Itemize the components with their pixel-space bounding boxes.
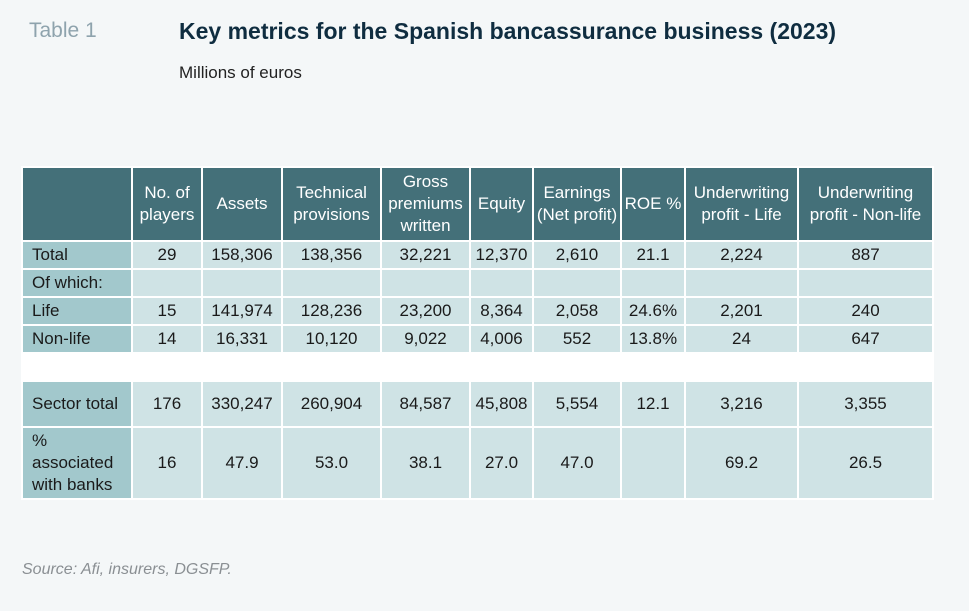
table-cell: 12.1 xyxy=(622,382,684,426)
units-subtitle: Millions of euros xyxy=(179,63,302,82)
table-cell: 23,200 xyxy=(382,298,469,324)
table-cell xyxy=(686,270,797,296)
table-cell: 84,587 xyxy=(382,382,469,426)
page-title: Key metrics for the Spanish bancassuranc… xyxy=(179,18,837,44)
table-cell xyxy=(203,270,281,296)
metrics-table: No. of players Assets Technical provisio… xyxy=(21,166,934,500)
table-cell: 14 xyxy=(133,326,201,352)
table-cell: 47.9 xyxy=(203,428,281,498)
column-header-equity: Equity xyxy=(471,168,532,240)
table-cell: 176 xyxy=(133,382,201,426)
table-cell: 16 xyxy=(133,428,201,498)
table-cell: 9,022 xyxy=(382,326,469,352)
table-cell: 53.0 xyxy=(283,428,380,498)
column-header-corner xyxy=(23,168,131,240)
table-cell: 2,201 xyxy=(686,298,797,324)
source-note: Source: Afi, insurers, DGSFP. xyxy=(22,561,232,578)
table-cell: 13.8% xyxy=(622,326,684,352)
column-header-assets: Assets xyxy=(203,168,281,240)
table-cell xyxy=(382,270,469,296)
table-cell: 240 xyxy=(799,298,932,324)
table-cell: 3,216 xyxy=(686,382,797,426)
table-row-non-life: Non-life 14 16,331 10,120 9,022 4,006 55… xyxy=(23,326,932,352)
table-cell: 128,236 xyxy=(283,298,380,324)
spacer-cell xyxy=(23,354,932,380)
table-row-of-which: Of which: xyxy=(23,270,932,296)
table-cell: 29 xyxy=(133,242,201,268)
column-header-roe: ROE % xyxy=(622,168,684,240)
table-cell: 10,120 xyxy=(283,326,380,352)
row-label: Non-life xyxy=(23,326,131,352)
table-cell: 69.2 xyxy=(686,428,797,498)
table-cell: 24.6% xyxy=(622,298,684,324)
table-cell: 32,221 xyxy=(382,242,469,268)
table-cell xyxy=(622,428,684,498)
row-label: Life xyxy=(23,298,131,324)
table-header-row: No. of players Assets Technical provisio… xyxy=(23,168,932,240)
table-cell: 552 xyxy=(534,326,620,352)
table-cell: 16,331 xyxy=(203,326,281,352)
table-cell xyxy=(133,270,201,296)
table-row-sector-total: Sector total 176 330,247 260,904 84,587 … xyxy=(23,382,932,426)
table-cell xyxy=(534,270,620,296)
table-cell: 2,610 xyxy=(534,242,620,268)
table-cell: 15 xyxy=(133,298,201,324)
table-cell: 138,356 xyxy=(283,242,380,268)
table-cell: 21.1 xyxy=(622,242,684,268)
row-label: Total xyxy=(23,242,131,268)
table-cell: 158,306 xyxy=(203,242,281,268)
table-cell: 24 xyxy=(686,326,797,352)
table-number-label: Table 1 xyxy=(29,19,97,42)
column-header-technical-provisions: Technical provisions xyxy=(283,168,380,240)
table-cell xyxy=(622,270,684,296)
table-cell xyxy=(283,270,380,296)
column-header-players: No. of players xyxy=(133,168,201,240)
table-cell: 2,224 xyxy=(686,242,797,268)
table-cell: 647 xyxy=(799,326,932,352)
table-cell xyxy=(471,270,532,296)
table-cell: 38.1 xyxy=(382,428,469,498)
table-cell: 2,058 xyxy=(534,298,620,324)
table-row-pct-banks: % associated with banks 16 47.9 53.0 38.… xyxy=(23,428,932,498)
table-spacer-row xyxy=(23,354,932,380)
row-label: Of which: xyxy=(23,270,131,296)
table-cell: 260,904 xyxy=(283,382,380,426)
table-cell: 27.0 xyxy=(471,428,532,498)
table-cell: 12,370 xyxy=(471,242,532,268)
table-cell: 887 xyxy=(799,242,932,268)
table-cell: 330,247 xyxy=(203,382,281,426)
table-row-total: Total 29 158,306 138,356 32,221 12,370 2… xyxy=(23,242,932,268)
table-cell: 5,554 xyxy=(534,382,620,426)
column-header-earnings: Earnings (Net profit) xyxy=(534,168,620,240)
table-cell: 26.5 xyxy=(799,428,932,498)
row-label: Sector total xyxy=(23,382,131,426)
column-header-gross-premiums: Gross premiums written xyxy=(382,168,469,240)
table-cell: 8,364 xyxy=(471,298,532,324)
row-label: % associated with banks xyxy=(23,428,131,498)
column-header-underwriting-life: Underwriting profit - Life xyxy=(686,168,797,240)
table-row-life: Life 15 141,974 128,236 23,200 8,364 2,0… xyxy=(23,298,932,324)
table-cell: 3,355 xyxy=(799,382,932,426)
table-cell: 45,808 xyxy=(471,382,532,426)
table-cell: 141,974 xyxy=(203,298,281,324)
column-header-underwriting-nonlife: Underwriting profit - Non-life xyxy=(799,168,932,240)
table-cell: 4,006 xyxy=(471,326,532,352)
table-cell xyxy=(799,270,932,296)
table-cell: 47.0 xyxy=(534,428,620,498)
